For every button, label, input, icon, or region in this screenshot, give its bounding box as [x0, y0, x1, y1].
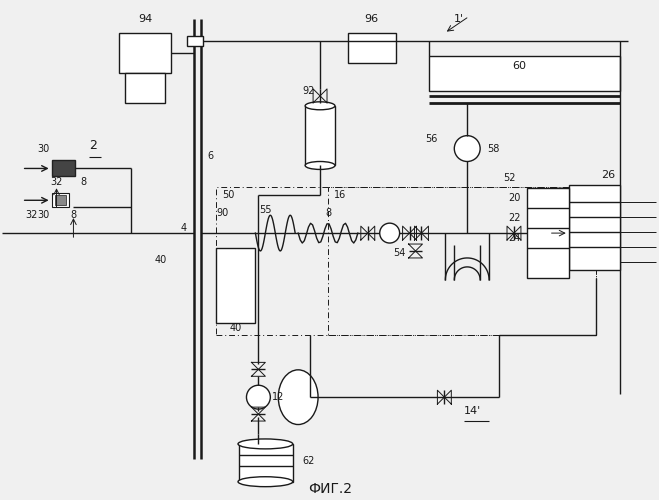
Text: 92: 92	[302, 86, 314, 96]
Bar	[215, 188, 596, 334]
Text: 14': 14'	[464, 406, 482, 416]
Ellipse shape	[305, 162, 335, 170]
Circle shape	[454, 136, 480, 162]
Text: 30: 30	[38, 144, 49, 154]
Text: 32: 32	[50, 178, 63, 188]
Text: 55: 55	[259, 205, 272, 215]
Ellipse shape	[238, 476, 293, 486]
Text: 26: 26	[602, 170, 616, 180]
Ellipse shape	[238, 439, 293, 449]
Text: 12: 12	[272, 392, 285, 402]
Text: 54: 54	[393, 248, 406, 258]
Text: 8: 8	[325, 208, 331, 218]
Text: 16: 16	[334, 190, 346, 200]
Text: 60: 60	[512, 61, 526, 71]
Text: 50: 50	[222, 190, 235, 200]
Bar	[119, 33, 171, 73]
Bar	[215, 248, 256, 322]
Bar	[569, 186, 620, 270]
Bar	[527, 188, 569, 278]
Bar	[55, 196, 67, 205]
Circle shape	[380, 223, 399, 243]
Text: 20: 20	[509, 194, 521, 203]
Circle shape	[246, 385, 270, 409]
Ellipse shape	[278, 370, 318, 424]
Bar	[239, 444, 293, 482]
Text: 1': 1'	[454, 14, 465, 24]
Text: 58: 58	[487, 144, 500, 154]
Ellipse shape	[305, 102, 335, 110]
Text: ФИГ.2: ФИГ.2	[308, 482, 352, 496]
Bar	[328, 188, 596, 334]
Bar	[186, 36, 203, 46]
Text: 6: 6	[208, 150, 214, 160]
Bar	[305, 106, 335, 166]
Text: 90: 90	[216, 208, 229, 218]
Text: 2: 2	[90, 138, 98, 151]
Text: 96: 96	[364, 14, 379, 24]
Text: 56: 56	[425, 134, 438, 143]
Text: 22: 22	[509, 213, 521, 223]
Text: 94: 94	[138, 14, 152, 24]
Bar	[51, 160, 75, 176]
Text: 8: 8	[71, 210, 76, 220]
Bar	[430, 56, 620, 91]
Bar	[348, 33, 395, 63]
Text: 40: 40	[229, 322, 242, 332]
Text: 8: 8	[80, 178, 86, 188]
Text: 24: 24	[509, 233, 521, 243]
Text: 40: 40	[155, 255, 167, 265]
Text: 52: 52	[503, 174, 515, 184]
Text: 32: 32	[26, 210, 38, 220]
Text: 62: 62	[302, 456, 314, 466]
Bar	[51, 194, 69, 207]
Bar	[125, 73, 165, 103]
Text: 30: 30	[38, 210, 49, 220]
Text: 4: 4	[181, 223, 187, 233]
